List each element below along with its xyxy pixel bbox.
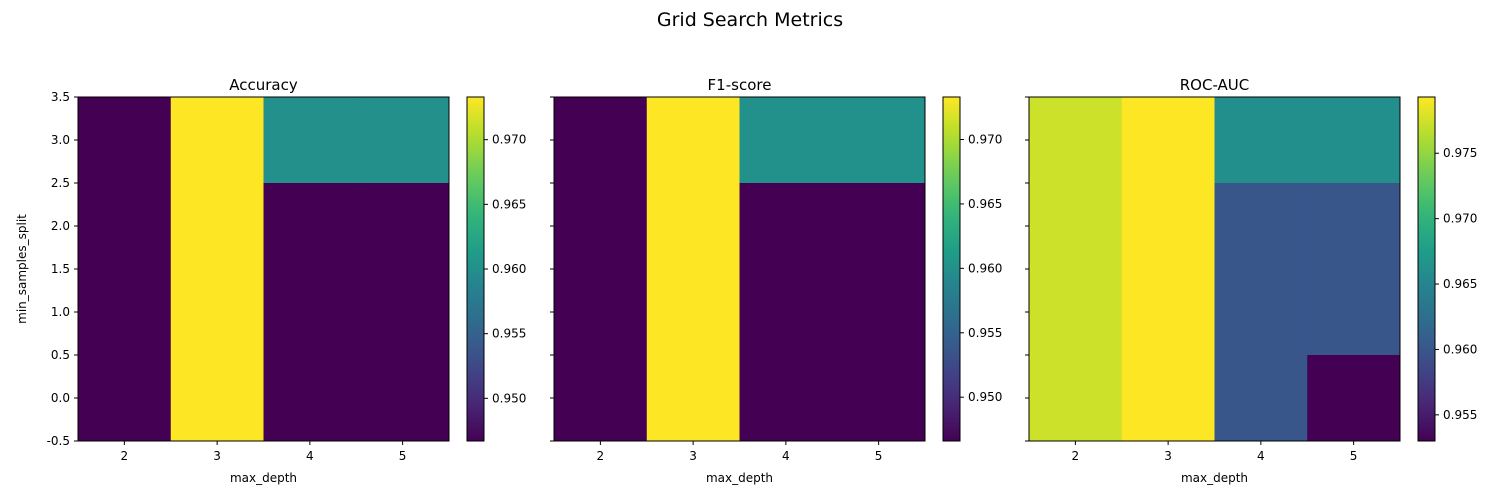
colorbar-tick-label: 0.955 bbox=[1443, 408, 1477, 422]
y-tick-label: 2.5 bbox=[51, 176, 70, 190]
x-tick-label: 2 bbox=[1072, 449, 1080, 463]
y-tick-label: 0.0 bbox=[51, 391, 70, 405]
colorbar-tick-label: 0.960 bbox=[968, 261, 1002, 275]
colorbar-tick-label: 0.955 bbox=[492, 327, 526, 341]
y-tick-label: 3.5 bbox=[51, 90, 70, 104]
colorbar-tick-label: 0.970 bbox=[968, 133, 1002, 147]
heatmap-cell bbox=[554, 97, 648, 184]
y-tick-label: 1.0 bbox=[51, 305, 70, 319]
colorbar-tick-label: 0.975 bbox=[1443, 146, 1477, 160]
y-tick-label: 2.0 bbox=[51, 219, 70, 233]
heatmap-cell bbox=[1121, 183, 1215, 356]
heatmap-panels: Accuracy 2 3 4 5 max_depth 3.5 3.0 2.5 2.0 1.5 1.0 0… bbox=[15, 76, 1477, 485]
heatmap-cell bbox=[554, 183, 648, 442]
x-axis-label: max_depth bbox=[706, 471, 773, 485]
y-tick-label: -0.5 bbox=[47, 434, 70, 448]
x-tick-label: 3 bbox=[1164, 449, 1172, 463]
colorbar-tick-label: 0.970 bbox=[492, 133, 526, 147]
heatmap-cell bbox=[1029, 97, 1123, 184]
colorbar bbox=[1417, 96, 1436, 442]
x-tick-label: 5 bbox=[875, 449, 883, 463]
heatmap-cell bbox=[832, 97, 926, 184]
heatmap-cell bbox=[1307, 183, 1401, 356]
colorbar-tick-label: 0.960 bbox=[492, 262, 526, 276]
heatmap-cell bbox=[739, 97, 833, 184]
heatmap-cell bbox=[1029, 355, 1123, 442]
heatmap-cell bbox=[356, 183, 450, 442]
heatmap-panel-1: Accuracy 2 3 4 5 max_depth 3.5 3.0 2.5 2.0 1.5 1.0 0… bbox=[15, 76, 526, 485]
heatmap-cell bbox=[1214, 355, 1308, 442]
heatmap-cell bbox=[832, 183, 926, 442]
heatmap-panel-3: ROC-AUC 2 3 4 5 max_depth 0.955 0.960 0.965 0.970… bbox=[1025, 76, 1477, 485]
y-axis-label: min_samples_split bbox=[15, 214, 29, 324]
y-tick-label: 0.5 bbox=[51, 348, 70, 362]
heatmap-cell bbox=[1307, 355, 1401, 442]
colorbar-tick-label: 0.965 bbox=[492, 197, 526, 211]
colorbar-tick-label: 0.965 bbox=[968, 197, 1002, 211]
panel-title: ROC-AUC bbox=[1180, 76, 1250, 94]
heatmap-cell bbox=[1029, 183, 1123, 356]
x-tick-label: 2 bbox=[597, 449, 605, 463]
panel-title: F1-score bbox=[708, 76, 772, 94]
heatmap-cell bbox=[170, 97, 264, 184]
colorbar bbox=[466, 96, 485, 442]
colorbar-tick-label: 0.950 bbox=[968, 390, 1002, 404]
x-tick-label: 3 bbox=[213, 449, 221, 463]
heatmap-cell bbox=[1214, 183, 1308, 356]
x-axis-label: max_depth bbox=[1181, 471, 1248, 485]
x-axis-label: max_depth bbox=[230, 471, 297, 485]
heatmap-cell bbox=[356, 97, 450, 184]
x-tick-label: 2 bbox=[121, 449, 129, 463]
heatmap-panel-2: F1-score 2 3 4 5 max_depth 0.950 0.955 0.960 0.96… bbox=[550, 76, 1002, 485]
colorbar-tick-label: 0.955 bbox=[968, 326, 1002, 340]
figure-title: Grid Search Metrics bbox=[657, 9, 843, 31]
heatmap-cell bbox=[170, 183, 264, 442]
panel-title: Accuracy bbox=[229, 76, 298, 94]
heatmap-cell bbox=[1121, 97, 1215, 184]
x-tick-label: 5 bbox=[399, 449, 407, 463]
heatmap-cell bbox=[646, 97, 740, 184]
x-tick-label: 4 bbox=[1257, 449, 1265, 463]
heatmap-cell bbox=[739, 183, 833, 442]
heatmap-cell bbox=[1121, 355, 1215, 442]
colorbar-tick-label: 0.960 bbox=[1443, 342, 1477, 356]
colorbar-tick-label: 0.965 bbox=[1443, 277, 1477, 291]
heatmap-cell bbox=[263, 183, 357, 442]
colorbar-tick-label: 0.970 bbox=[1443, 212, 1477, 226]
x-tick-label: 5 bbox=[1350, 449, 1358, 463]
heatmap-cell bbox=[263, 97, 357, 184]
x-tick-label: 3 bbox=[689, 449, 697, 463]
heatmap-cell bbox=[78, 183, 172, 442]
heatmap-cell bbox=[78, 97, 172, 184]
colorbar bbox=[942, 96, 961, 442]
x-tick-label: 4 bbox=[782, 449, 790, 463]
heatmap-cell bbox=[1214, 97, 1308, 184]
heatmap-cell bbox=[1307, 97, 1401, 184]
heatmap-cell bbox=[646, 183, 740, 442]
colorbar-tick-label: 0.950 bbox=[492, 391, 526, 405]
y-tick-label: 3.0 bbox=[51, 133, 70, 147]
y-tick-label: 1.5 bbox=[51, 262, 70, 276]
x-tick-label: 4 bbox=[306, 449, 314, 463]
